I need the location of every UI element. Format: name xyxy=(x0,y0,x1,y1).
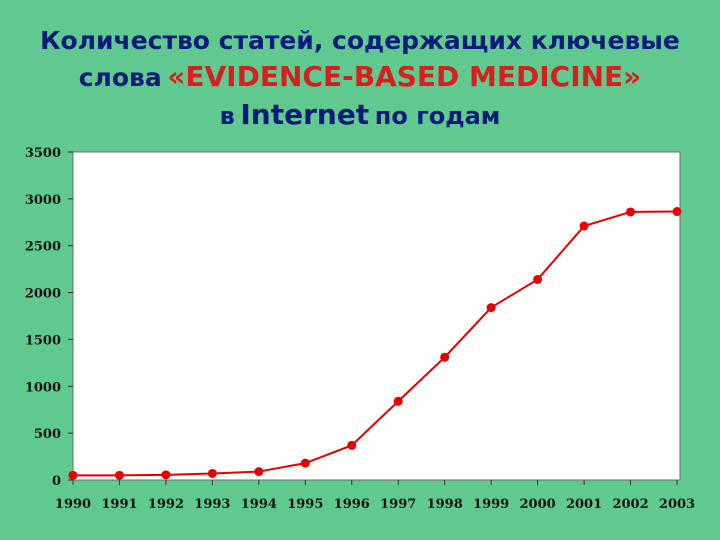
x-tick-label: 2003 xyxy=(659,497,695,512)
x-tick-label: 1998 xyxy=(427,497,463,512)
data-point xyxy=(68,470,78,480)
chart-title-by-years: по годам xyxy=(374,102,501,130)
x-tick-label: 2002 xyxy=(612,497,648,512)
data-point xyxy=(347,440,357,450)
data-point xyxy=(486,303,496,313)
data-point xyxy=(207,468,217,478)
y-tick-label: 1000 xyxy=(25,380,61,395)
y-tick-label: 0 xyxy=(52,474,61,489)
y-axis: 0 500 1000 1500 2000 2500 3000 3500 xyxy=(25,146,73,489)
chart-title-in: в xyxy=(219,102,235,130)
x-tick-label: 1993 xyxy=(194,497,230,512)
x-axis: 1990 1991 1992 1993 1994 1995 1996 1997 1998 1999… xyxy=(55,480,695,512)
x-tick-label: 2001 xyxy=(566,497,602,512)
series-layer xyxy=(68,207,682,480)
data-point xyxy=(300,458,310,468)
y-tick-label: 1500 xyxy=(25,333,61,348)
data-point xyxy=(254,467,264,477)
data-point xyxy=(672,207,682,217)
y-tick-label: 2500 xyxy=(25,240,61,255)
series-line xyxy=(73,210,678,477)
chart-title-internet: Internet xyxy=(240,98,370,131)
data-point xyxy=(533,274,543,284)
data-point xyxy=(114,470,124,480)
x-tick-label: 1995 xyxy=(287,497,323,512)
chart-title-line3: в Internet по годам xyxy=(0,98,720,131)
x-tick-label: 1997 xyxy=(380,497,416,512)
y-tick-label: 2000 xyxy=(25,287,61,302)
data-point xyxy=(440,352,450,362)
y-tick-label: 500 xyxy=(34,427,61,442)
chart-title-line2: слова «EVIDENCE-BASED MEDICINE» xyxy=(0,60,720,93)
y-tick-label: 3000 xyxy=(25,193,61,208)
chart-title-keyword: «EVIDENCE-BASED MEDICINE» xyxy=(167,60,642,93)
data-point xyxy=(626,207,636,217)
plot-area xyxy=(72,151,681,481)
x-tick-label: 1994 xyxy=(241,497,277,512)
data-point xyxy=(393,396,403,406)
chart-title-line1: Количество статей, содержащих ключевые xyxy=(40,26,680,55)
x-tick-label: 1991 xyxy=(101,497,137,512)
x-tick-label: 1999 xyxy=(473,497,509,512)
x-tick-label: 1992 xyxy=(148,497,184,512)
data-point xyxy=(161,470,171,480)
y-tick-label: 3500 xyxy=(25,146,61,161)
chart-title-prefix: слова xyxy=(78,63,162,92)
data-point xyxy=(579,221,589,231)
x-tick-label: 1996 xyxy=(334,497,370,512)
x-tick-label: 1990 xyxy=(55,497,91,512)
x-tick-label: 2000 xyxy=(520,497,556,512)
